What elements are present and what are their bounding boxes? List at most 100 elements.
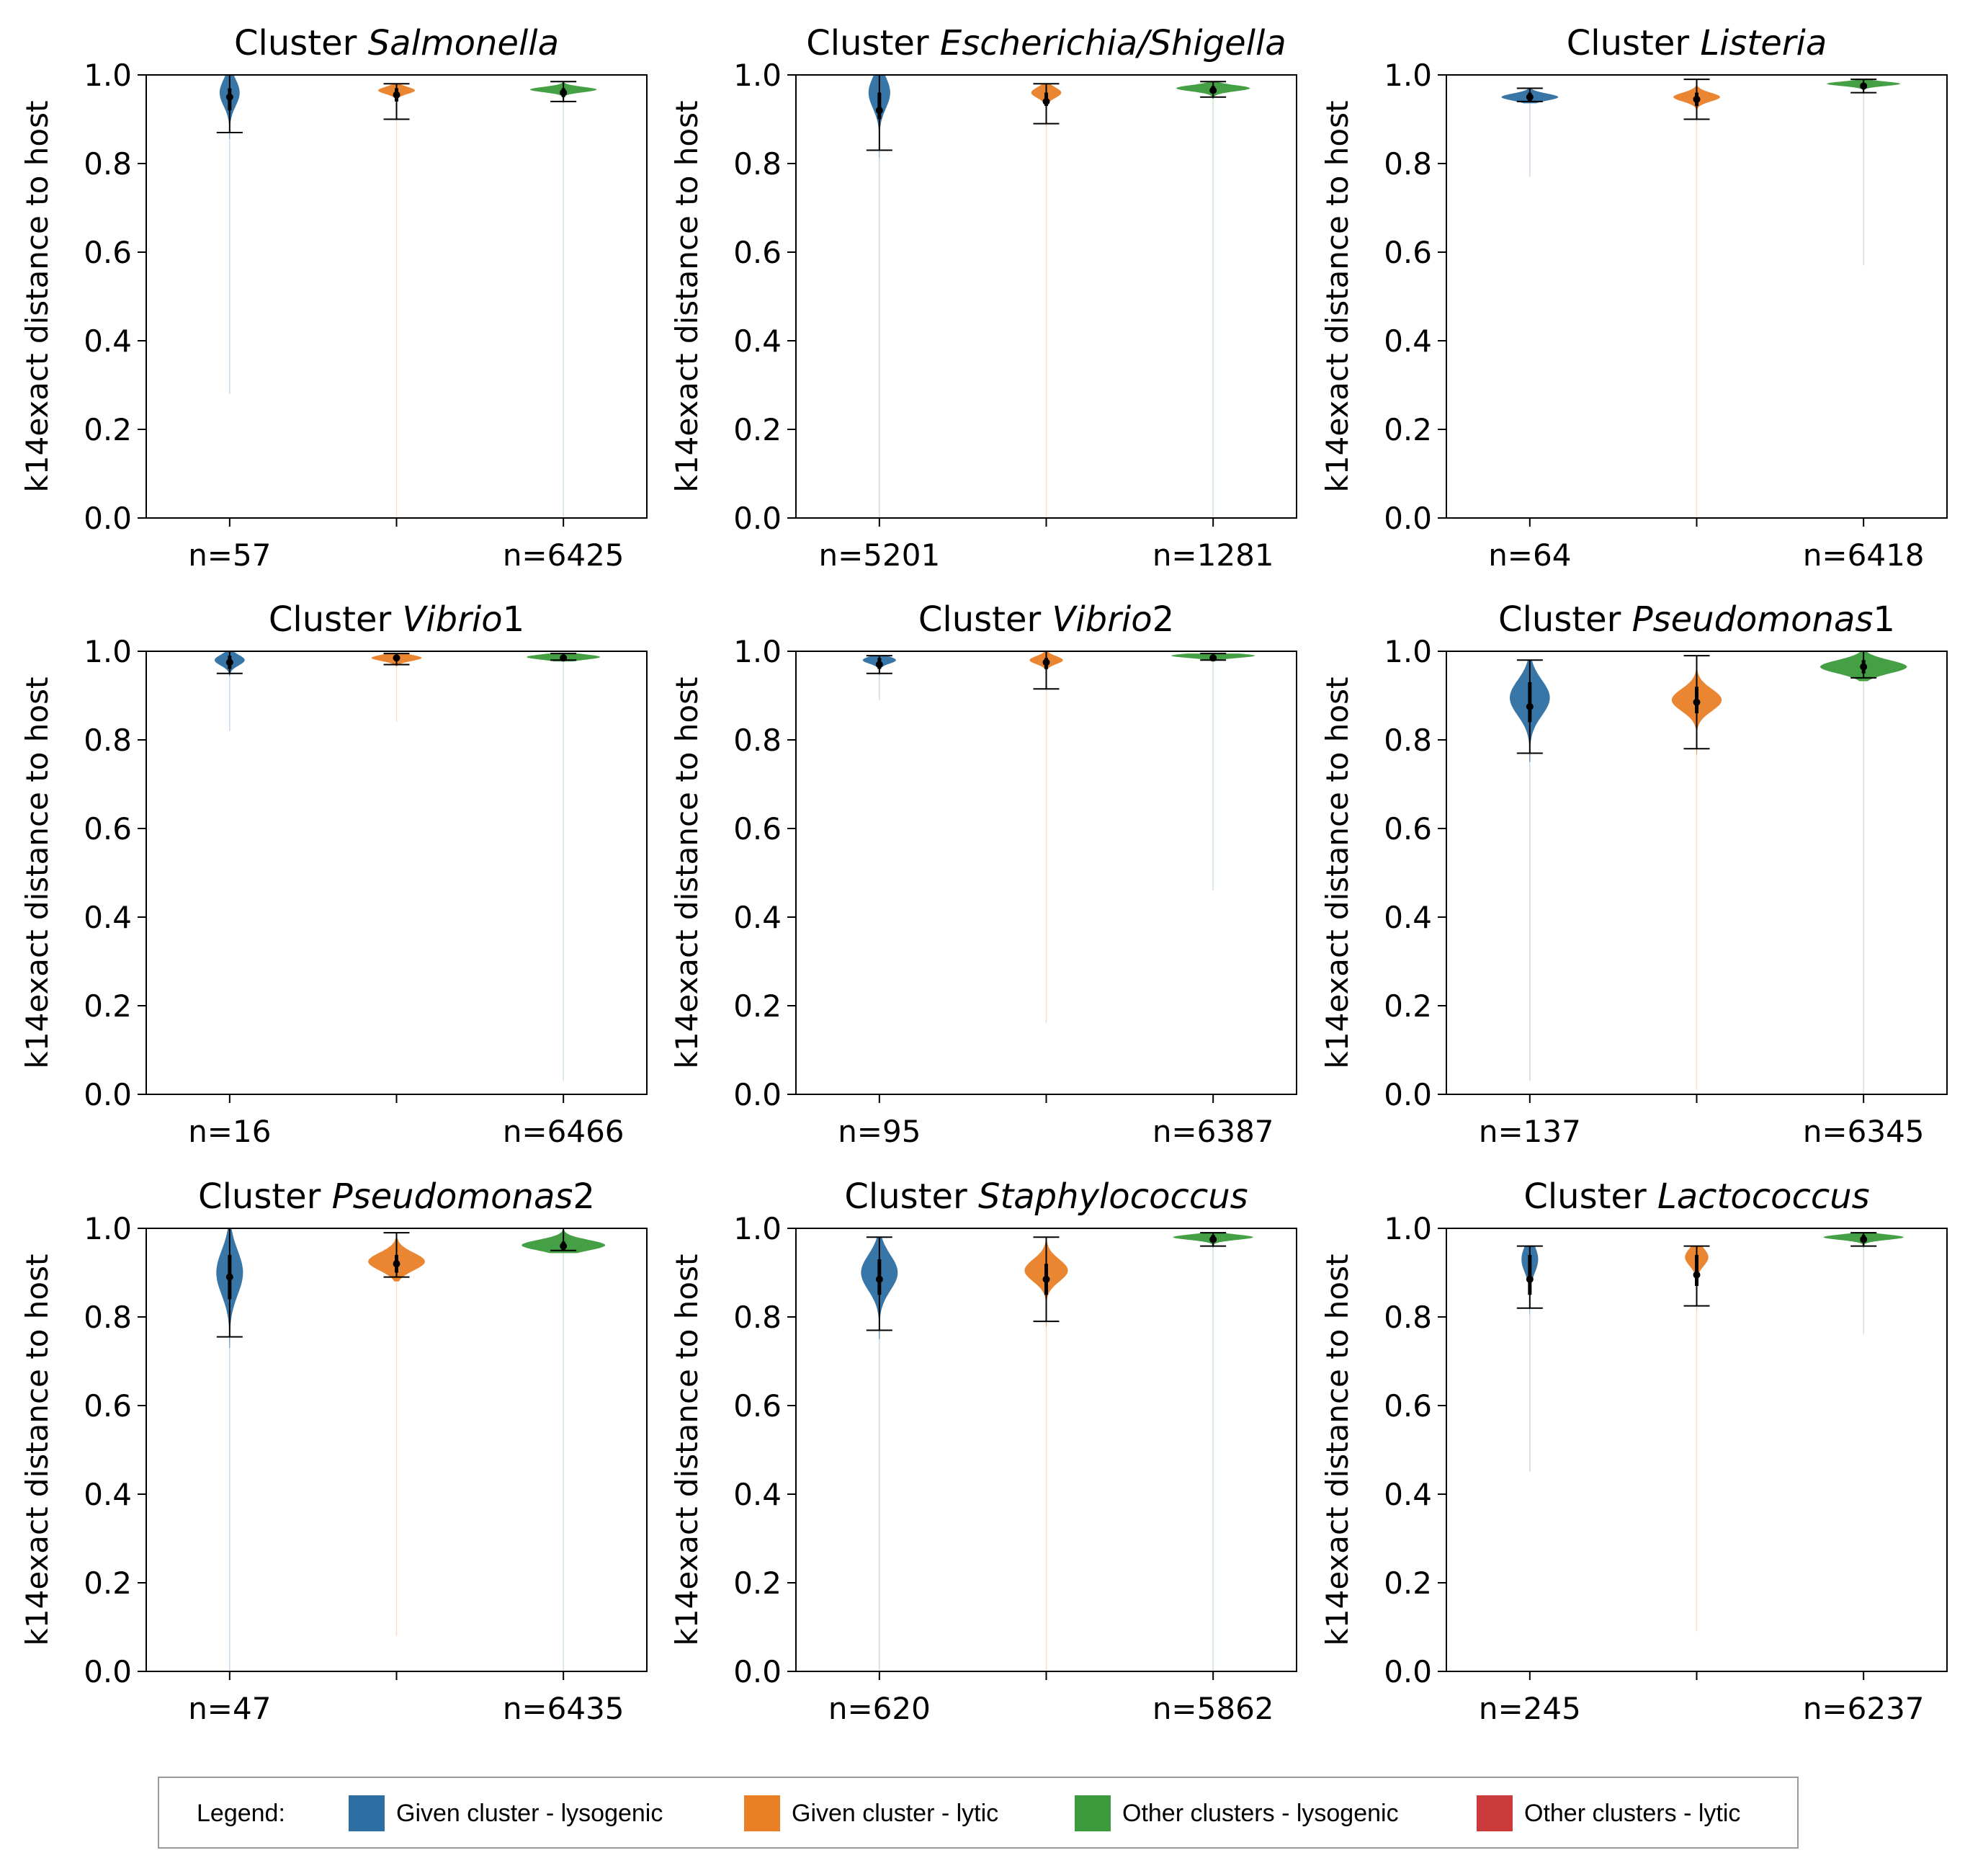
y-axis-label: k14exact distance to host bbox=[1320, 677, 1355, 1069]
median-point bbox=[1860, 82, 1868, 90]
median-point bbox=[560, 1242, 568, 1250]
violin bbox=[1029, 651, 1063, 1024]
y-axis-label: k14exact distance to host bbox=[19, 677, 55, 1069]
plot-frame bbox=[795, 74, 1297, 519]
median-point bbox=[875, 661, 883, 669]
y-axis-label: k14exact distance to host bbox=[669, 1254, 704, 1646]
plot-frame bbox=[795, 651, 1297, 1095]
subplot-title: Cluster Listeria bbox=[1567, 23, 1827, 63]
violin bbox=[527, 653, 601, 1081]
violin bbox=[522, 1228, 606, 1671]
violin bbox=[866, 74, 892, 518]
median-point bbox=[225, 93, 233, 101]
subplot-title: Cluster Staphylococcus bbox=[844, 1176, 1248, 1217]
violin bbox=[1516, 1245, 1543, 1473]
legend-swatch bbox=[1075, 1795, 1111, 1831]
title-prefix: Cluster bbox=[198, 1176, 332, 1217]
y-tick-label: 0.2 bbox=[84, 1565, 132, 1601]
y-tick-label: 0.4 bbox=[1384, 900, 1432, 935]
title-prefix: Cluster bbox=[1523, 1176, 1657, 1217]
median-point bbox=[393, 1260, 400, 1268]
x-tick-label: n=137 bbox=[1479, 1114, 1581, 1149]
violin bbox=[1823, 1232, 1904, 1335]
median-point bbox=[1693, 1271, 1701, 1279]
plot-frame bbox=[1446, 74, 1948, 519]
y-tick-label: 0.4 bbox=[1384, 323, 1432, 359]
x-tick-label: n=620 bbox=[828, 1691, 931, 1726]
median-point bbox=[1860, 663, 1868, 671]
legend-label: Other clusters - lysogenic bbox=[1122, 1799, 1399, 1827]
y-tick-label: 0.2 bbox=[1384, 1565, 1432, 1601]
x-tick-label: n=64 bbox=[1488, 537, 1571, 573]
title-prefix: Cluster bbox=[1567, 23, 1701, 63]
subplot-title: Cluster Vibrio1 bbox=[269, 599, 524, 640]
subplot: Cluster Salmonella k14exact distance to h… bbox=[19, 23, 648, 573]
subplot: Cluster Staphylococcus k14exact distance … bbox=[669, 1176, 1297, 1726]
y-tick-label: 0.8 bbox=[1384, 146, 1432, 182]
title-genus: Listeria bbox=[1700, 23, 1827, 63]
y-axis-label: k14exact distance to host bbox=[669, 677, 704, 1069]
subplot: Cluster Lactococcus k14exact distance to … bbox=[1320, 1176, 1948, 1726]
violin bbox=[1819, 651, 1907, 1094]
subplot: Cluster Escherichia/Shigella k14exact dis… bbox=[669, 23, 1297, 573]
title-prefix: Cluster bbox=[234, 23, 368, 63]
legend-item-given-lytic: Given cluster - lytic bbox=[744, 1795, 998, 1831]
y-tick-label: 0.4 bbox=[1384, 1477, 1432, 1512]
violin bbox=[1501, 87, 1559, 177]
y-axis-label: k14exact distance to host bbox=[1320, 1254, 1355, 1646]
title-prefix: Cluster bbox=[269, 599, 403, 640]
y-tick-label: 1.0 bbox=[84, 1211, 132, 1246]
violin bbox=[378, 83, 415, 518]
title-genus: Salmonella bbox=[368, 23, 559, 63]
x-tick-label: n=6237 bbox=[1803, 1691, 1925, 1726]
title-prefix: Cluster bbox=[844, 1176, 978, 1217]
median-point bbox=[1042, 658, 1050, 666]
median-point bbox=[1209, 86, 1217, 94]
y-tick-label: 1.0 bbox=[1384, 58, 1432, 93]
x-tick-label: n=6466 bbox=[503, 1114, 625, 1149]
subplot: Cluster Vibrio2 k14exact distance to host… bbox=[669, 599, 1297, 1149]
y-axis-label: k14exact distance to host bbox=[669, 101, 704, 493]
y-tick-label: 1.0 bbox=[733, 58, 782, 93]
title-prefix: Cluster bbox=[918, 599, 1052, 640]
y-tick-label: 0.2 bbox=[733, 988, 782, 1024]
median-point bbox=[560, 654, 568, 662]
violin bbox=[1510, 659, 1550, 1081]
subplot-title: Cluster Lactococcus bbox=[1523, 1176, 1869, 1217]
y-tick-label: 0.4 bbox=[733, 323, 782, 359]
y-tick-label: 0.2 bbox=[733, 412, 782, 447]
title-genus: Vibrio bbox=[1052, 599, 1152, 640]
y-tick-label: 0.2 bbox=[1384, 988, 1432, 1024]
title-prefix: Cluster bbox=[806, 23, 940, 63]
legend-swatch bbox=[1477, 1795, 1513, 1831]
legend-label: Given cluster - lysogenic bbox=[396, 1799, 663, 1827]
violin bbox=[861, 1236, 898, 1671]
median-point bbox=[1693, 698, 1701, 706]
violin bbox=[1024, 1236, 1068, 1671]
median-point bbox=[225, 1273, 233, 1281]
title-genus: Lactococcus bbox=[1657, 1176, 1870, 1217]
violin bbox=[1173, 1232, 1253, 1671]
y-tick-label: 0.8 bbox=[733, 1300, 782, 1335]
y-tick-label: 0.0 bbox=[733, 501, 782, 536]
y-tick-label: 0.0 bbox=[1384, 1654, 1432, 1689]
y-tick-label: 1.0 bbox=[1384, 634, 1432, 669]
violin bbox=[862, 655, 896, 700]
y-tick-label: 0.2 bbox=[733, 1565, 782, 1601]
median-point bbox=[1526, 1275, 1534, 1283]
y-tick-label: 0.0 bbox=[733, 1077, 782, 1112]
y-tick-label: 0.2 bbox=[1384, 412, 1432, 447]
y-tick-label: 1.0 bbox=[84, 634, 132, 669]
y-tick-label: 0.0 bbox=[84, 1654, 132, 1689]
y-tick-label: 0.0 bbox=[84, 1077, 132, 1112]
violin bbox=[215, 651, 245, 731]
subplot-title: Cluster Vibrio2 bbox=[918, 599, 1174, 640]
median-point bbox=[1693, 95, 1701, 103]
violin bbox=[1827, 79, 1901, 266]
x-tick-label: n=245 bbox=[1479, 1691, 1581, 1726]
x-tick-label: n=6435 bbox=[503, 1691, 625, 1726]
y-tick-label: 0.6 bbox=[84, 811, 132, 847]
legend-item-other-lytic: Other clusters - lytic bbox=[1477, 1795, 1740, 1831]
title-suffix: 2 bbox=[1152, 599, 1175, 640]
